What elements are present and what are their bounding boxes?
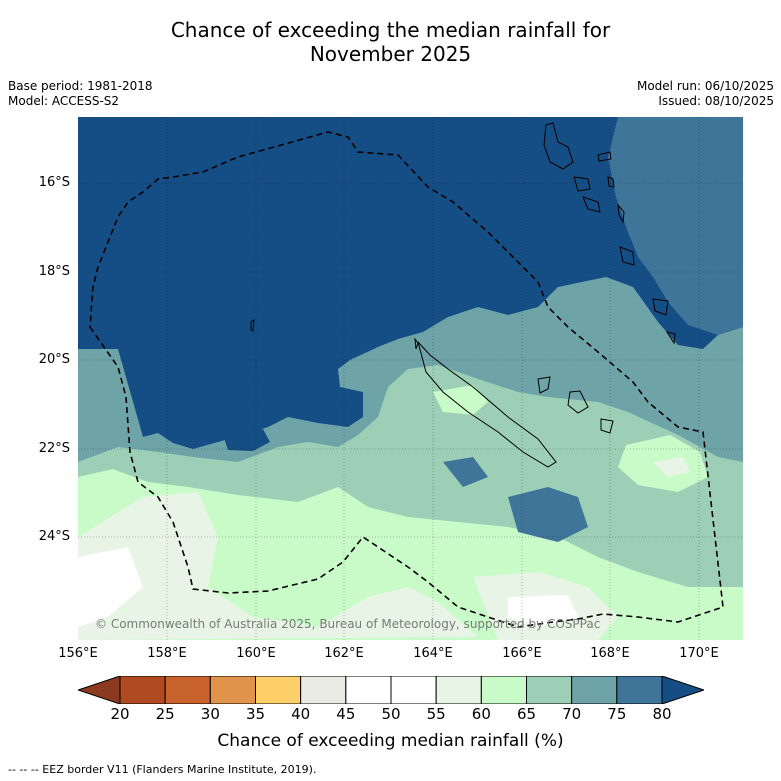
x-tick-label: 164°E [413,646,453,661]
model-name: Model: ACCESS-S2 [8,94,120,108]
title-line-2: November 2025 [309,42,472,66]
colorbar-segment [209,676,256,704]
chart-title: Chance of exceeding the median rainfall … [0,18,781,66]
colorbar-tick-label: 50 [381,705,401,723]
rainfall-map[interactable]: © Commonwealth of Australia 2025, Bureau… [78,117,743,640]
map-svg [78,117,743,640]
zone-70-75-dark-b [443,457,488,487]
model-run: Model run: 06/10/2025 [636,79,774,93]
graticule [78,117,743,640]
x-tick-label: 158°E [147,646,187,661]
colorbar-extend-low [78,676,121,704]
eez-legend: -- -- -- EEZ border V11 (Flanders Marine… [8,763,317,776]
copyright-notice: © Commonwealth of Australia 2025, Bureau… [95,617,601,631]
colorbar-tick-label: 80 [652,705,672,723]
y-tick-label: 22°S [38,441,70,456]
colorbar-tick-label: 25 [155,705,175,723]
meta-right: Model run: 06/10/2025 Issued: 08/10/2025 [637,79,774,109]
colorbar-segment [390,676,437,704]
x-tick-label: 166°E [502,646,542,661]
colorbar-segment [616,676,663,704]
colorbar-tick-label: 45 [336,705,356,723]
y-tick-label: 18°S [38,264,70,279]
colorbar-tick-label: 35 [245,705,266,723]
colorbar [78,676,704,704]
base-period: Base period: 1981-2018 [8,79,153,93]
y-tick-label: 24°S [38,529,70,544]
colorbar-tick-label: 55 [426,705,446,723]
x-tick-label: 156°E [58,646,98,661]
colorbar-extend-high [661,676,704,704]
colorbar-title: Chance of exceeding median rainfall (%) [217,731,564,751]
y-tick-label: 16°S [38,175,70,190]
y-tick-label: 20°S [38,352,70,367]
colorbar-segment [164,676,211,704]
meta-left: Base period: 1981-2018 Model: ACCESS-S2 [8,79,153,109]
colorbar-tick-label: 40 [291,705,311,723]
colorbar-segment [571,676,618,704]
colorbar-segment [435,676,482,704]
eez-border [89,131,724,628]
colorbar-segment [255,676,302,704]
colorbar-segment [480,676,528,704]
zone-75-plus [78,117,743,449]
title-line-1: Chance of exceeding the median rainfall … [170,18,611,42]
x-tick-label: 170°E [679,646,719,661]
colorbar-segment [345,676,392,704]
colorbar-segment [119,676,166,704]
zone-70-75-ne [608,117,743,335]
colorbar-tick-label: 30 [200,705,220,723]
zone-55-60 [78,492,478,640]
colorbar-tick-label: 65 [516,705,537,723]
colorbar-segment [526,676,573,704]
issued-date: Issued: 08/10/2025 [658,94,774,108]
x-tick-label: 168°E [590,646,630,661]
zone-60-65-nc [433,385,488,415]
zone-70-75-dark [508,487,588,542]
x-tick-label: 162°E [324,646,364,661]
coastlines [250,122,676,468]
colorbar-tick-label: 70 [562,705,582,723]
colorbar-segment [300,676,347,704]
colorbar-tick-label: 75 [607,705,627,723]
zone-55-60-ne [653,457,690,477]
zone-50-55-b [508,595,578,627]
zone-50-55 [78,547,143,627]
zone-75-blob [223,429,270,451]
x-tick-label: 160°E [236,646,276,661]
colorbar-tick-label: 20 [110,705,130,723]
colorbar-tick-label: 60 [471,705,491,723]
